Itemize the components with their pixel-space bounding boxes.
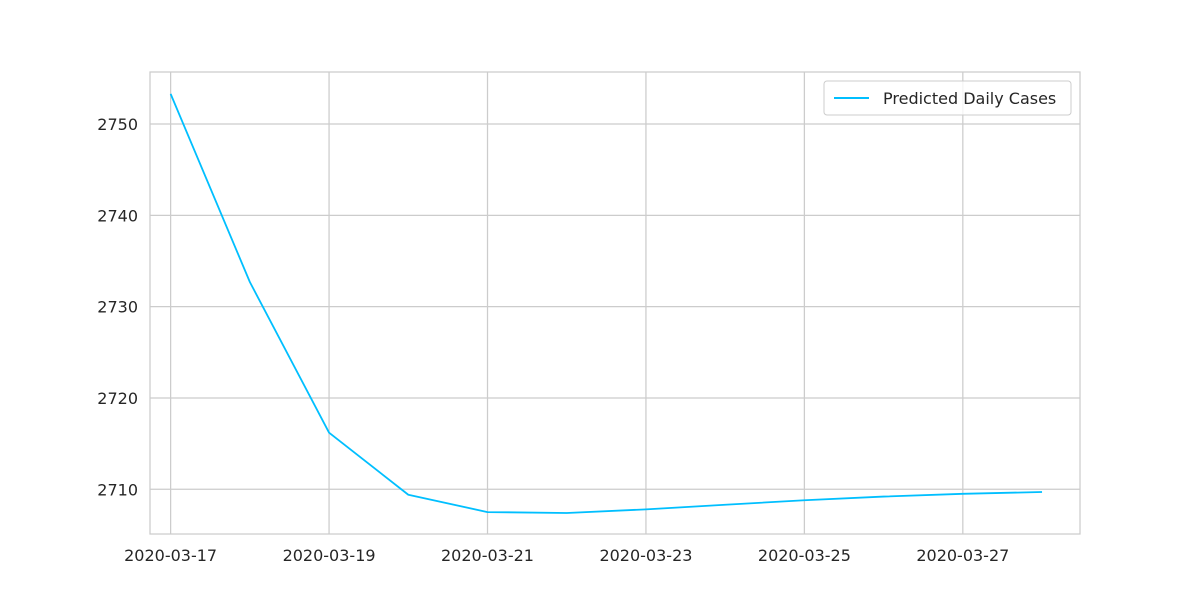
legend-label: Predicted Daily Cases bbox=[883, 89, 1056, 108]
y-tick-label: 2750 bbox=[97, 115, 138, 134]
y-tick-label: 2740 bbox=[97, 206, 138, 225]
legend: Predicted Daily Cases bbox=[823, 80, 1072, 116]
y-tick-label: 2720 bbox=[97, 389, 138, 408]
x-tick-label: 2020-03-21 bbox=[441, 546, 534, 565]
x-tick-label: 2020-03-27 bbox=[916, 546, 1009, 565]
plot-frame bbox=[149, 71, 1081, 535]
x-tick-label: 2020-03-25 bbox=[758, 546, 851, 565]
y-tick-label: 2730 bbox=[97, 298, 138, 317]
series-layer bbox=[169, 93, 1043, 514]
y-tick-labels: 2710 2720 2730 2740 2750 bbox=[97, 115, 138, 499]
x-tick-label: 2020-03-23 bbox=[599, 546, 692, 565]
grid-lines bbox=[150, 72, 1080, 534]
y-tick-label: 2710 bbox=[97, 480, 138, 499]
series-line bbox=[169, 93, 1043, 514]
x-tick-labels: 2020-03-17 2020-03-19 2020-03-21 2020-03-23… bbox=[124, 546, 1009, 565]
legend-box bbox=[823, 80, 1072, 116]
x-tick-label: 2020-03-19 bbox=[283, 546, 376, 565]
x-tick-label: 2020-03-17 bbox=[124, 546, 217, 565]
